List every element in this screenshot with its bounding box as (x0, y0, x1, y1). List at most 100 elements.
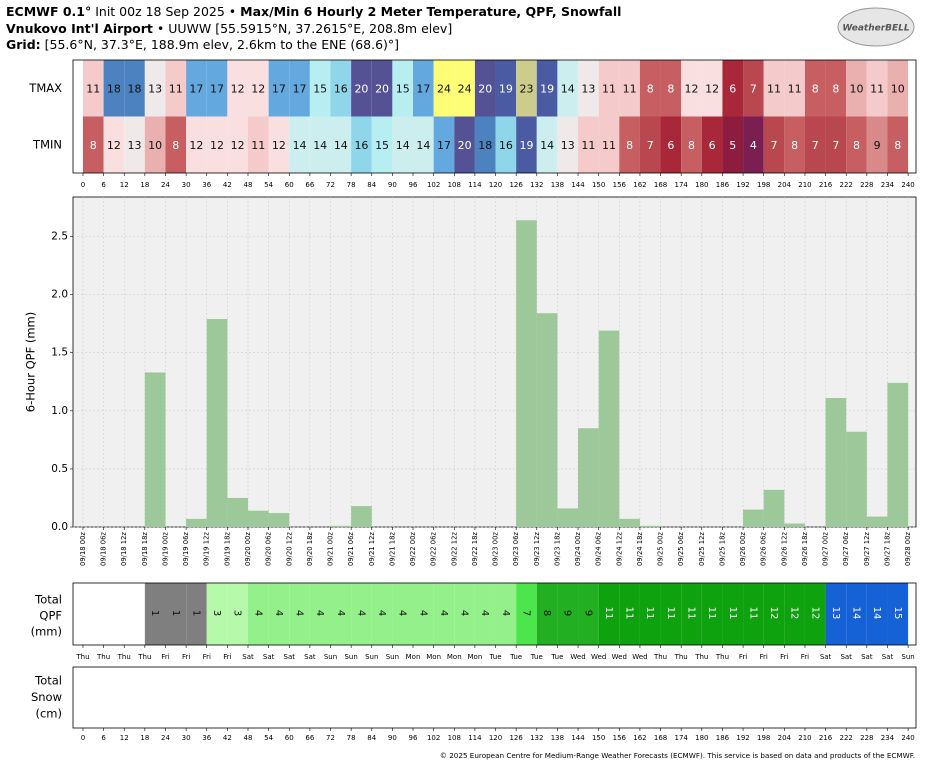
temp-label: 11 (870, 82, 884, 95)
temp-label: 7 (750, 82, 757, 95)
temp-label: 5 (729, 139, 736, 152)
temp-cell (701, 116, 723, 173)
x-tick-label: 09/25 12z (698, 532, 706, 566)
x-tick-label: Sat (284, 653, 296, 661)
total-qpf-label: 11 (603, 607, 614, 620)
temp-cell (413, 60, 434, 117)
x-tick-label: Fri (161, 653, 169, 661)
x-tick-label: 162 (633, 181, 646, 189)
x-tick-label: 72 (326, 181, 335, 189)
temp-label: 19 (499, 82, 513, 95)
x-tick-label: 66 (305, 734, 314, 742)
temp-cell (124, 60, 145, 117)
x-tick-label: 09/24 06z (595, 532, 603, 566)
y-tick-label: 0.0 (51, 521, 68, 533)
x-tick-label: 240 (901, 181, 914, 189)
x-tick-label: 09/26 00z (739, 532, 747, 566)
logo-badge (837, 7, 915, 47)
temp-label: 15 (313, 82, 327, 95)
total-qpf-label: 4 (252, 610, 263, 616)
total-qpf-cell (433, 583, 455, 645)
x-tick-label: 12 (120, 181, 129, 189)
temp-label: 8 (647, 82, 654, 95)
x-tick-label: Thu (653, 653, 667, 661)
x-tick-label: 09/27 06z (842, 532, 850, 566)
x-tick-label: 138 (551, 181, 564, 189)
bar (227, 497, 248, 527)
x-tick-label: Thu (96, 653, 110, 661)
x-tick-label: 09/21 12z (368, 532, 376, 566)
x-tick-label: 09/19 12z (203, 532, 211, 566)
temp-label: 11 (169, 82, 183, 95)
x-tick-label: Fri (203, 653, 211, 661)
temp-cell (392, 116, 414, 173)
x-tick-label: Fri (801, 653, 809, 661)
temp-label: 12 (231, 82, 245, 95)
x-tick-label: 204 (778, 734, 792, 742)
x-tick-label: 126 (509, 734, 523, 742)
temp-label: 14 (334, 139, 348, 152)
temp-label: 18 (128, 82, 142, 95)
temp-cell (247, 116, 269, 173)
x-tick-label: Wed (612, 653, 627, 661)
x-tick-label: 114 (468, 734, 482, 742)
temp-label: 11 (602, 82, 616, 95)
temp-label: 14 (416, 139, 430, 152)
x-tick-label: 144 (571, 734, 585, 742)
temp-cell (516, 116, 537, 173)
temp-cell (392, 60, 414, 117)
x-tick-label: Sun (386, 653, 399, 661)
temp-label: 14 (540, 139, 554, 152)
total-qpf-cell (598, 583, 620, 645)
total-qpf-cell (516, 583, 537, 645)
x-tick-label: 09/25 18z (718, 532, 726, 566)
x-tick-label: 204 (778, 181, 792, 189)
temp-label: 7 (832, 139, 839, 152)
temp-cell (268, 60, 290, 117)
temp-cell (124, 116, 145, 173)
x-tick-label: 114 (468, 181, 482, 189)
temp-cell (330, 60, 352, 117)
temp-label: 8 (626, 139, 633, 152)
temp-label: 12 (684, 82, 698, 95)
x-tick-label: 102 (427, 734, 440, 742)
x-tick-label: Fri (223, 653, 231, 661)
header-line: ECMWF 0.1° Init 00z 18 Sep 2025 • Max/Mi… (6, 4, 621, 21)
total-qpf-label: 4 (397, 610, 408, 616)
total-qpf-cell (846, 583, 867, 645)
temp-label: 10 (148, 139, 162, 152)
total-qpf-cell (206, 583, 228, 645)
y-tick-label: 2.5 (51, 231, 68, 243)
total-qpf-label: 12 (768, 607, 779, 620)
temp-label: 8 (791, 139, 798, 152)
table-frame (72, 59, 917, 174)
x-tick-label: 09/19 00z (161, 532, 169, 566)
x-tick-label: Sat (263, 653, 275, 661)
x-tick-label: 150 (592, 181, 605, 189)
strip-frame (72, 582, 917, 646)
total-qpf-cell (144, 583, 166, 645)
title-bold: Max/Min 6 Hourly 2 Meter Temperature, QP… (240, 4, 622, 19)
x-tick-label: 222 (840, 181, 853, 189)
temp-label: 19 (519, 139, 533, 152)
bar (144, 372, 166, 527)
temp-cell (206, 60, 228, 117)
x-tick-label: 6 (101, 181, 106, 189)
temp-label: 18 (478, 139, 492, 152)
temp-cell (701, 60, 723, 117)
x-tick-label: 72 (326, 734, 335, 742)
temp-label: 4 (750, 139, 757, 152)
x-tick-label: Thu (715, 653, 729, 661)
temp-cell (681, 116, 702, 173)
x-tick-label: Mon (447, 653, 462, 661)
x-tick-label: Thu (674, 653, 688, 661)
total-qpf-cell (413, 583, 434, 645)
total-qpf-cell (309, 583, 331, 645)
total-qpf-label: 11 (624, 607, 635, 620)
total-qpf-cell (578, 583, 599, 645)
total-qpf-cell (619, 583, 640, 645)
temp-cell (722, 116, 744, 173)
total-qpf-label: 4 (417, 610, 428, 616)
x-tick-label: 09/24 18z (636, 532, 644, 566)
x-tick-label: Sun (901, 653, 914, 661)
